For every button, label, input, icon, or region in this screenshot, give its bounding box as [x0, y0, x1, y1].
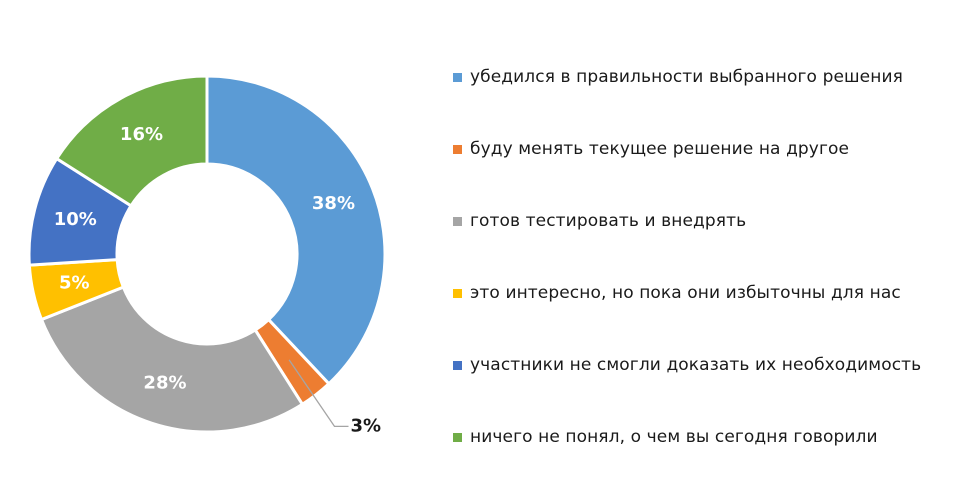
donut-slice: [54, 74, 209, 208]
legend-item: участники не смогли доказать их необходи…: [453, 350, 973, 380]
legend-label: убедился в правильности выбранного решен…: [470, 67, 903, 87]
legend-item: это интересно, но пока они избыточны для…: [453, 278, 973, 308]
legend-swatch: [453, 144, 462, 154]
legend-swatch: [453, 72, 462, 82]
legend-swatch: [453, 432, 462, 442]
legend-label: ничего не понял, о чем вы сегодня говори…: [470, 427, 878, 447]
legend-label: буду менять текущее решение на другое: [470, 139, 850, 159]
slice-label: 28%: [143, 372, 186, 393]
legend-item: буду менять текущее решение на другое: [453, 134, 973, 164]
slice-label: 10%: [54, 209, 97, 230]
legend: убедился в правильности выбранного решен…: [453, 62, 973, 494]
donut-slice: [205, 74, 387, 386]
legend-label: готов тестировать и внедрять: [470, 211, 747, 231]
slice-label: 3%: [350, 415, 381, 436]
legend-item: убедился в правильности выбранного решен…: [453, 62, 973, 92]
donut-slice: [39, 285, 305, 434]
legend-label: участники не смогли доказать их необходи…: [470, 355, 922, 375]
leader-line: [288, 359, 349, 428]
donut-chart: 38% 3% 28% 5% 10% 16%: [27, 74, 387, 436]
slice-label: 38%: [312, 193, 355, 214]
legend-item: ничего не понял, о чем вы сегодня говори…: [453, 422, 973, 452]
legend-label: это интересно, но пока они избыточны для…: [470, 283, 901, 303]
slice-label: 5%: [59, 273, 90, 294]
slice-label: 16%: [120, 124, 163, 145]
legend-swatch: [453, 360, 462, 370]
legend-swatch: [453, 288, 462, 298]
legend-swatch: [453, 216, 462, 226]
legend-item: готов тестировать и внедрять: [453, 206, 973, 236]
